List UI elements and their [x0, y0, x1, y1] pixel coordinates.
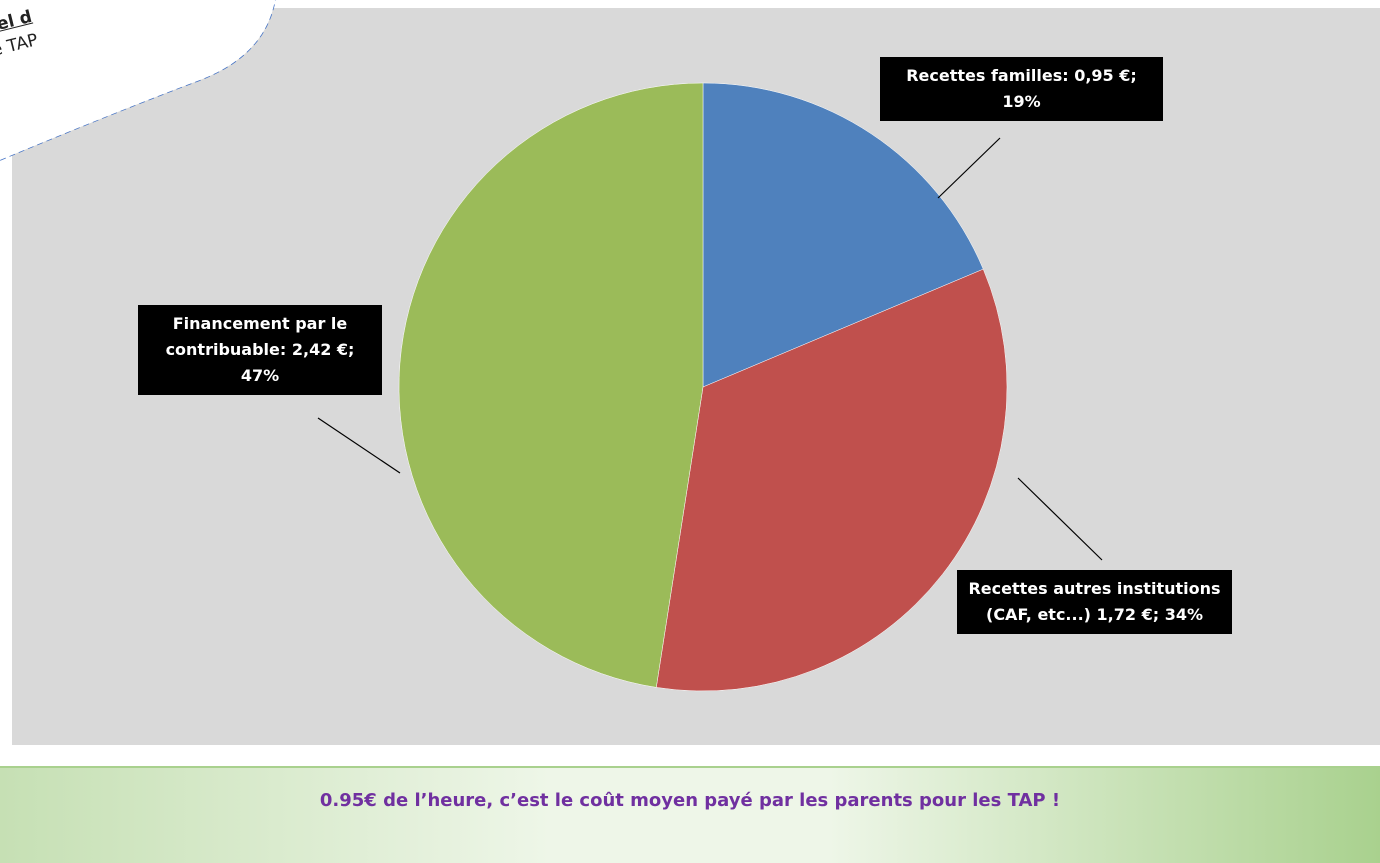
- data-label: Recettes autres institutions (CAF, etc..…: [957, 570, 1232, 634]
- data-label: Recettes familles: 0,95 €; 19%: [880, 57, 1163, 121]
- leader-line: [1017, 477, 1103, 561]
- pie-slice: [702, 82, 984, 388]
- banner: 0.95€ de l’heure, c’est le coût moyen pa…: [0, 766, 1380, 863]
- data-label: Financement par le contribuable: 2,42 €;…: [138, 305, 382, 395]
- leader-line: [937, 137, 1001, 199]
- pie-slice: [655, 268, 1008, 692]
- leader-line: [317, 417, 401, 474]
- pie-slice: [398, 82, 704, 688]
- callout-fill: [0, 0, 275, 160]
- banner-text: 0.95€ de l’heure, c’est le coût moyen pa…: [319, 790, 1061, 811]
